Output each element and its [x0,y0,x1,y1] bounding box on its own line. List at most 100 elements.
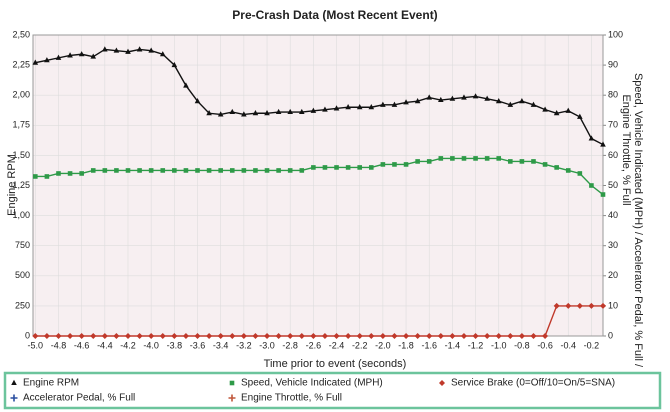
marker [519,98,525,104]
marker [403,99,409,105]
marker [484,95,490,101]
y2-tick-label: 50 [608,180,618,190]
marker [113,333,120,339]
marker [565,107,572,113]
marker [508,159,513,164]
marker [287,168,293,173]
marker [530,101,537,107]
y-tick-label: 2,50 [12,29,30,39]
marker [333,333,340,339]
marker [380,162,386,167]
marker [542,106,548,112]
marker [321,333,328,339]
x-tick-label: -4.2 [120,340,136,350]
x-tick-label: -5.0 [28,340,44,350]
x-tick-label: -4.6 [74,340,90,350]
marker [217,333,224,339]
marker [484,156,490,161]
marker [379,333,386,339]
marker [588,135,595,141]
marker [78,333,85,339]
marker [472,333,479,339]
x-tick-label: -2.6 [306,340,322,350]
y2-tick-label: 0 [608,330,613,340]
y2-tick-label: 90 [608,59,618,69]
x-tick-label: -2.4 [329,340,345,350]
marker [136,333,143,339]
marker [252,333,259,339]
marker [357,165,363,170]
y2-tick-label: 60 [608,150,618,160]
marker [56,171,61,176]
marker [460,333,467,339]
marker [554,165,559,170]
marker [206,168,212,173]
marker [437,333,444,339]
x-tick-label: -4.8 [51,340,67,350]
y2-axis-title: Speed, Vehicle Indicated (MPH) / Acceler… [632,73,644,368]
marker [298,108,305,115]
y2-tick-label: 20 [608,270,618,280]
marker [183,168,189,173]
marker [125,48,131,54]
marker [206,333,213,339]
marker [507,101,514,107]
marker [44,174,50,179]
x-tick-label: -1.4 [445,340,461,350]
x-axis-title: Time prior to event (seconds) [264,358,407,370]
marker [380,101,386,107]
chart-title: Pre-Crash Data (Most Recent Event) [232,8,437,22]
marker [391,333,398,339]
marker [78,51,85,57]
marker [334,165,339,170]
marker [32,59,39,65]
marker [368,333,375,339]
marker [415,159,420,164]
y-tick-label: 1,75 [12,120,30,130]
marker [600,192,606,197]
marker [11,379,17,385]
marker [252,110,259,116]
marker [148,47,154,53]
marker [600,302,606,309]
x-tick-label: -4.0 [143,340,159,350]
marker [137,168,142,173]
marker [333,105,340,111]
marker [240,333,247,339]
y-tick-label: 250 [15,300,30,310]
marker [496,156,502,161]
x-tick-label: -4.4 [97,340,113,350]
marker [264,110,270,116]
marker [461,156,467,161]
marker [356,333,363,339]
marker [102,46,108,52]
x-tick-label: -0.6 [537,340,553,350]
marker [484,333,491,339]
marker [275,333,282,339]
y-tick-label: 2,25 [12,59,30,69]
marker [426,94,433,100]
x-tick-label: -2.8 [282,340,298,350]
y-tick-label: 1,50 [12,150,30,160]
marker [310,107,317,113]
x-tick-label: -0.4 [560,340,576,350]
marker [356,104,363,110]
marker [90,53,97,59]
marker [287,108,293,115]
marker [322,106,328,112]
legend-label: Accelerator Pedal, % Full [23,393,135,404]
marker [136,46,143,52]
marker [241,111,247,117]
marker [55,333,62,339]
y2-axis-title: Engine Throttle, % Full [620,94,632,205]
marker [414,98,421,104]
marker [276,168,281,173]
y2-tick-label: 80 [608,90,618,100]
x-tick-label: -0.8 [514,340,530,350]
marker [322,165,328,170]
marker [450,156,455,161]
marker [553,110,560,116]
marker [159,51,166,57]
marker [287,333,294,339]
marker [125,333,131,339]
